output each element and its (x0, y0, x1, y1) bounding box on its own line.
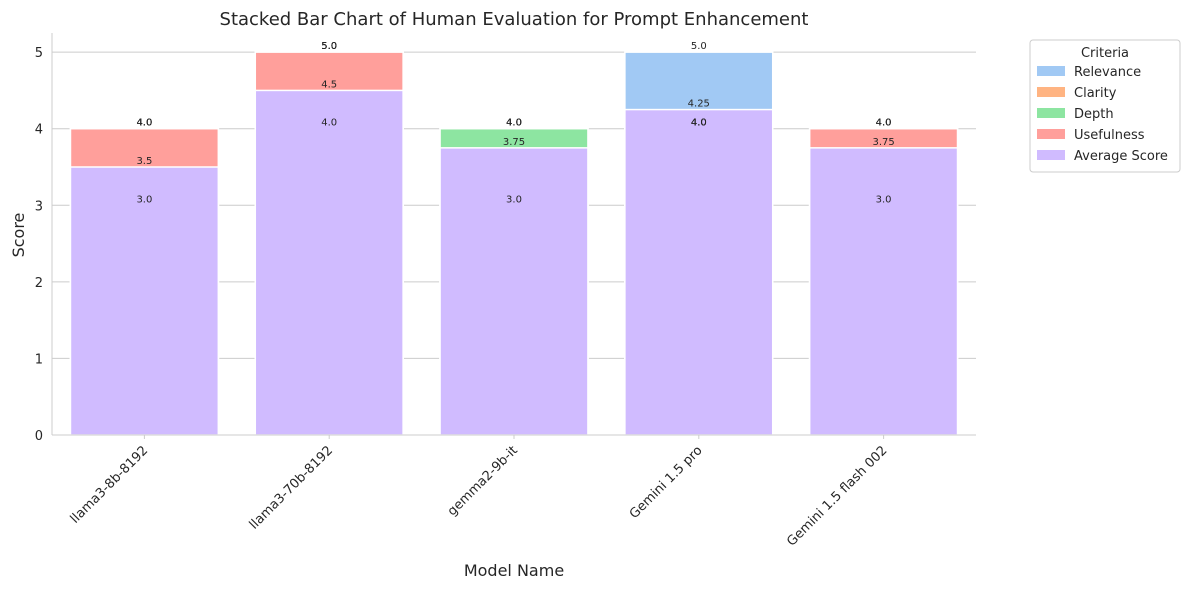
data-label: 5.0 (691, 41, 707, 52)
data-label: 4.0 (321, 118, 337, 129)
bar-average-score (439, 147, 589, 436)
legend-items: Relevance Clarity Depth Usefulness Average S… (1037, 65, 1168, 164)
legend-swatch (1037, 129, 1065, 139)
bar-average-score (624, 108, 774, 436)
y-tick-label: 5 (35, 46, 43, 61)
legend-swatch (1037, 108, 1065, 118)
legend-swatch (1037, 66, 1065, 76)
data-label: 3.0 (136, 194, 152, 205)
data-label: 4.0 (136, 118, 152, 129)
data-label: 5.0 (321, 41, 337, 52)
bars (69, 51, 959, 436)
y-axis-label: Score (9, 213, 28, 258)
chart-title: Stacked Bar Chart of Human Evaluation fo… (220, 9, 809, 30)
data-label: 4.0 (876, 118, 892, 129)
y-tick-label: 3 (35, 199, 43, 214)
data-label: 4.0 (506, 118, 522, 129)
y-tick-label: 2 (35, 276, 43, 291)
data-label: 4.0 (136, 118, 152, 129)
bar-average-score (808, 147, 959, 436)
data-label: 4.0 (691, 118, 707, 129)
data-labels: 4.05.04.05.04.04.05.04.0 4.0 4.03.04.0 4.0 4… (136, 41, 894, 205)
legend-swatch (1037, 150, 1065, 160)
x-tick-labels: llama3-8b-8192 llama3-70b-8192 gemma2-9b-i… (68, 435, 890, 549)
data-label: 3.75 (872, 137, 894, 148)
data-label: 4.5 (321, 79, 337, 90)
x-tick-label: Gemini 1.5 pro (627, 443, 706, 522)
x-tick-label: Gemini 1.5 flash 002 (784, 443, 890, 549)
data-label: 4.0 (506, 118, 522, 129)
data-label: 3.75 (503, 137, 525, 148)
data-label: 4.0 (876, 118, 892, 129)
data-label: 4.0 (691, 118, 707, 129)
legend-label: Clarity (1074, 86, 1117, 101)
data-label: 4.0 (691, 118, 707, 129)
data-label: 4.25 (688, 99, 710, 110)
bar-average-score (254, 89, 404, 436)
legend-label: Relevance (1074, 65, 1141, 80)
legend: Criteria Relevance Clarity Depth Usefulness… (1029, 39, 1181, 173)
data-label: 4.0 (506, 118, 522, 129)
data-label: 4.0 (876, 118, 892, 129)
legend-swatch (1037, 87, 1065, 97)
x-axis-label: Model Name (464, 561, 564, 580)
legend-label: Average Score (1074, 149, 1168, 164)
legend-frame (1029, 39, 1181, 173)
x-tick-label: gemma2-9b-it (445, 443, 521, 519)
x-tick-label: llama3-70b-8192 (247, 443, 336, 532)
y-tick-label: 4 (35, 123, 43, 138)
data-label: 3.5 (136, 156, 152, 167)
legend-label: Usefulness (1074, 128, 1145, 143)
y-tick-label: 0 (35, 429, 43, 444)
data-label: 3.0 (506, 194, 522, 205)
data-label: 4.0 (136, 118, 152, 129)
legend-title: Criteria (1081, 46, 1129, 61)
data-label: 5.0 (321, 41, 337, 52)
y-tick-labels: 0 1 2 3 4 5 (35, 46, 43, 444)
legend-label: Depth (1074, 107, 1114, 122)
x-tick-label: llama3-8b-8192 (68, 443, 152, 527)
bar-average-score (69, 166, 220, 436)
y-tick-label: 1 (35, 352, 43, 367)
data-label: 5.0 (321, 41, 337, 52)
data-label: 3.0 (876, 194, 892, 205)
